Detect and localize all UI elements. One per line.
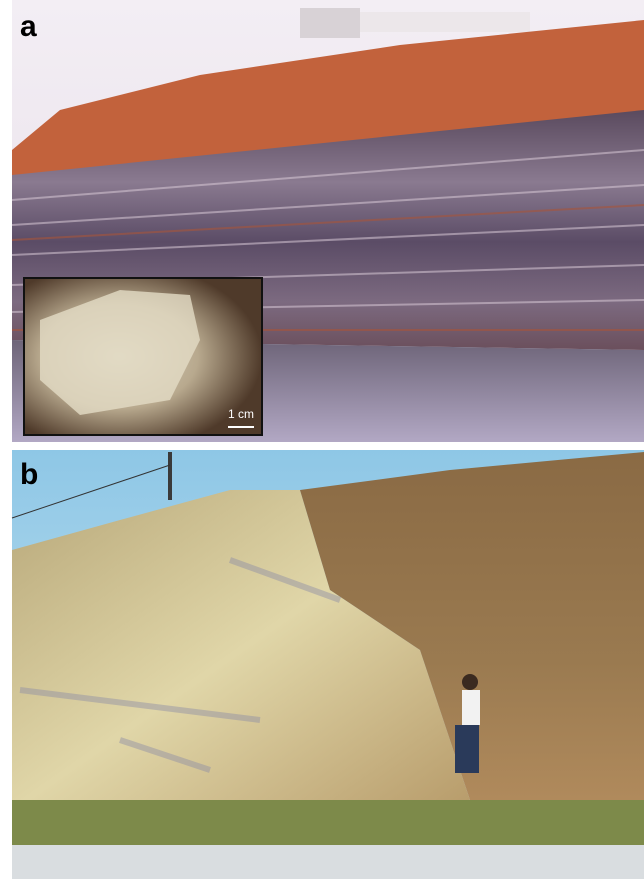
scale-label: 1 cm — [228, 407, 254, 421]
panel-b: b — [11, 450, 644, 879]
grass — [12, 800, 644, 845]
person — [462, 690, 480, 725]
person — [462, 674, 478, 690]
panel-label: a — [20, 10, 37, 43]
house — [360, 12, 530, 32]
house — [300, 8, 360, 38]
panel-a: 1 cm a — [11, 0, 644, 442]
inset-clast — [40, 290, 200, 415]
soil-layer — [12, 20, 644, 180]
cliff-bands — [19, 557, 342, 773]
wire — [11, 464, 171, 519]
cliff-left — [12, 490, 470, 810]
road — [12, 845, 644, 879]
cliff-right — [300, 452, 644, 800]
person — [455, 725, 479, 773]
panel-label: b — [20, 458, 38, 491]
